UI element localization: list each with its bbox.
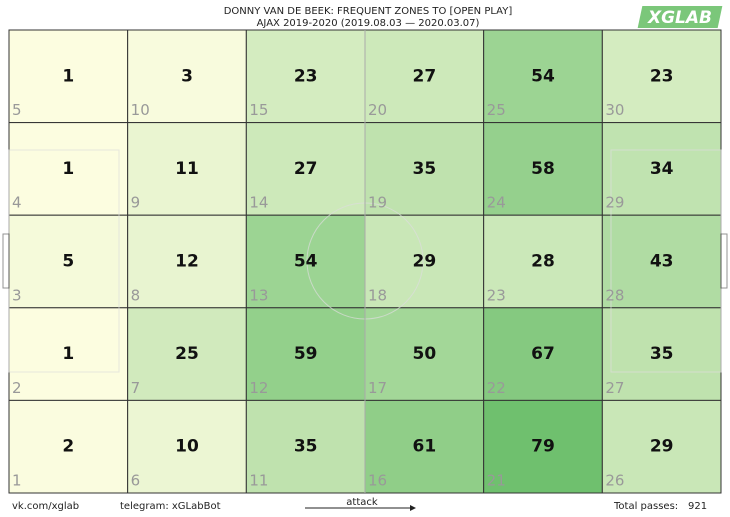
zone-value: 1 — [62, 344, 74, 364]
zone-number: 13 — [249, 286, 268, 304]
chart-subtitle: AJAX 2019-2020 (2019.08.03 — 2020.03.07) — [257, 18, 480, 29]
zone-number: 25 — [487, 101, 506, 119]
zone-value: 54 — [294, 252, 318, 272]
zone-number: 1 — [12, 472, 22, 490]
zone-number: 26 — [605, 472, 624, 490]
zone-number: 27 — [605, 379, 624, 397]
zone-cell — [245, 399, 366, 494]
zone-value: 34 — [650, 159, 674, 179]
footer-link: vk.com/xglab — [12, 501, 79, 512]
zone-number: 15 — [249, 101, 268, 119]
zone-value: 27 — [412, 66, 436, 86]
zone-value: 35 — [412, 159, 436, 179]
zone-number: 7 — [131, 379, 141, 397]
logo: XGLAB — [647, 8, 712, 28]
zone-value: 29 — [650, 437, 674, 457]
zone-number: 22 — [487, 379, 506, 397]
direction-label: attack — [346, 497, 378, 508]
zone-cell — [601, 214, 722, 309]
zone-value: 29 — [412, 252, 436, 272]
zone-value: 5 — [62, 252, 74, 272]
zone-number: 28 — [605, 286, 624, 304]
zone-number: 21 — [487, 472, 506, 490]
zone-number: 6 — [131, 472, 141, 490]
zone-cell — [245, 214, 366, 309]
zone-cell — [245, 307, 366, 401]
zone-number: 30 — [605, 101, 624, 119]
zone-number: 8 — [131, 286, 141, 304]
zone-cell — [8, 122, 129, 216]
logo-box — [637, 6, 723, 28]
zone-value: 10 — [175, 437, 199, 457]
zone-cell — [364, 307, 485, 401]
zone-cell — [364, 399, 485, 494]
zone-value: 27 — [294, 159, 318, 179]
zone-value: 58 — [531, 159, 555, 179]
zone-value: 28 — [531, 252, 555, 272]
zone-value: 12 — [175, 252, 199, 272]
zone-value: 2 — [62, 437, 74, 457]
zone-cell — [601, 307, 722, 401]
zone-value: 11 — [175, 159, 199, 179]
zone-number: 29 — [605, 194, 624, 212]
zone-number: 2 — [12, 379, 22, 397]
zone-number: 4 — [12, 194, 22, 212]
zone-cell — [483, 399, 603, 494]
zone-value: 1 — [62, 159, 74, 179]
zone-value: 35 — [650, 344, 674, 364]
zone-number: 12 — [249, 379, 268, 397]
zone-cell — [127, 122, 247, 216]
total-value: 921 — [688, 501, 707, 512]
zone-cell — [601, 122, 722, 216]
zone-value: 23 — [650, 66, 674, 86]
zone-cell — [8, 399, 129, 494]
zone-cell — [483, 29, 603, 124]
zone-number: 20 — [368, 101, 387, 119]
zone-number: 23 — [487, 286, 506, 304]
zone-cell — [483, 122, 603, 216]
zone-value: 1 — [62, 66, 74, 86]
zone-number: 16 — [368, 472, 387, 490]
zone-value: 50 — [412, 344, 436, 364]
total-label: Total passes: — [613, 501, 678, 512]
chart-title: DONNY VAN DE BEEK: FREQUENT ZONES TO [OP… — [224, 6, 513, 17]
zone-number: 11 — [249, 472, 268, 490]
arrow-head — [410, 505, 416, 511]
zone-value: 54 — [531, 66, 555, 86]
zone-value: 3 — [181, 66, 193, 86]
zone-value: 61 — [412, 437, 436, 457]
zone-cell — [8, 307, 129, 401]
zone-number: 24 — [487, 194, 506, 212]
zone-number: 18 — [368, 286, 387, 304]
zone-value: 67 — [531, 344, 555, 364]
zone-cell — [127, 399, 247, 494]
zone-value: 59 — [294, 344, 318, 364]
zone-cell — [601, 399, 722, 494]
zone-value: 25 — [175, 344, 199, 364]
zone-cell — [601, 29, 722, 124]
zone-number: 5 — [12, 101, 22, 119]
zone-cell — [8, 214, 129, 309]
zone-number: 3 — [12, 286, 22, 304]
zone-cell — [364, 29, 485, 124]
zone-value: 23 — [294, 66, 318, 86]
zone-number: 17 — [368, 379, 387, 397]
footer-telegram: telegram: xGLabBot — [120, 501, 221, 512]
pitch-lines — [2, 30, 728, 493]
zone-cell — [127, 214, 247, 309]
zone-value: 43 — [650, 252, 674, 272]
zone-number: 14 — [249, 194, 268, 212]
zone-value: 35 — [294, 437, 318, 457]
zone-number: 19 — [368, 194, 387, 212]
zone-number: 9 — [131, 194, 141, 212]
zone-cell — [245, 122, 366, 216]
zone-number: 10 — [131, 101, 150, 119]
zone-value: 79 — [531, 437, 555, 457]
